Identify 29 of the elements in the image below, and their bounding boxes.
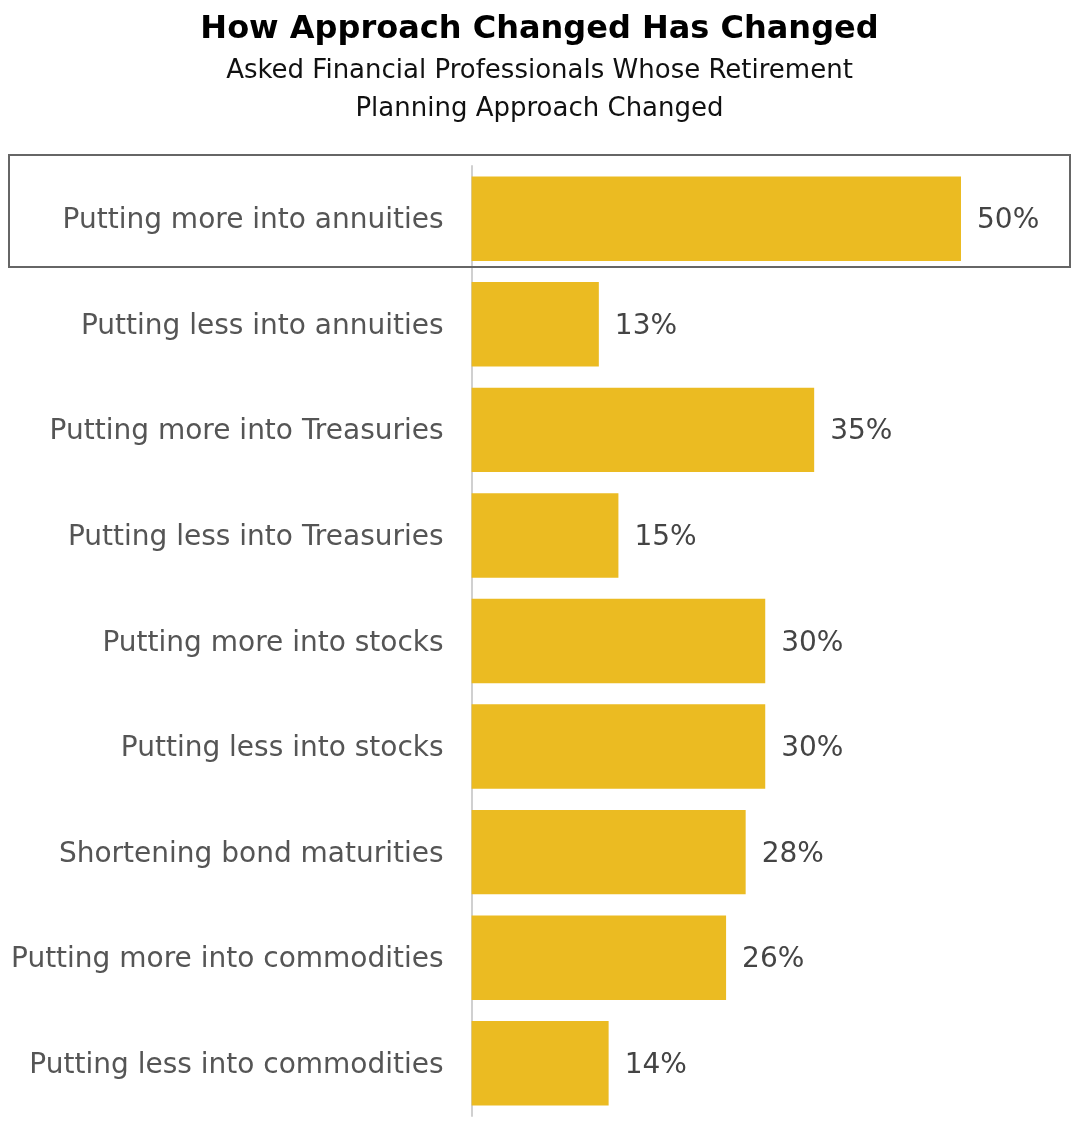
chart-title: How Approach Changed Has Changed	[199, 8, 880, 46]
y-tick-label: Putting more into Treasuries	[49, 413, 444, 447]
y-tick-label: Putting more into stocks	[102, 624, 444, 658]
data-label: 30%	[781, 730, 844, 764]
bar	[471, 282, 599, 367]
y-tick-label: Putting less into Treasuries	[67, 518, 444, 552]
data-label: 30%	[781, 624, 844, 658]
data-label: 13%	[614, 307, 678, 341]
bar	[471, 704, 766, 789]
y-tick-label: Putting more into annuities	[62, 202, 444, 236]
y-tick-label: Putting less into stocks	[120, 730, 444, 764]
data-label: 35%	[830, 413, 893, 447]
y-tick-label: Putting less into annuities	[80, 307, 444, 341]
data-label: 14%	[624, 1046, 687, 1080]
bar	[471, 387, 815, 473]
bar	[471, 493, 619, 578]
bar	[471, 809, 746, 895]
y-tick-label: Putting more into commodities	[11, 941, 444, 975]
bar	[471, 915, 727, 1000]
bar	[471, 176, 961, 261]
bar	[471, 598, 766, 684]
chart-subtitle: Asked Financial Professionals Whose Retirement Planning Approach Changed	[225, 53, 854, 124]
y-tick-label: Shortening bond maturities	[58, 835, 444, 869]
data-label: 50%	[977, 202, 1040, 236]
data-label: 15%	[634, 518, 697, 552]
data-label: 28%	[761, 835, 824, 869]
y-tick-label: Putting less into commodities	[29, 1046, 444, 1080]
bar	[471, 1021, 609, 1106]
data-label: 26%	[742, 941, 805, 975]
